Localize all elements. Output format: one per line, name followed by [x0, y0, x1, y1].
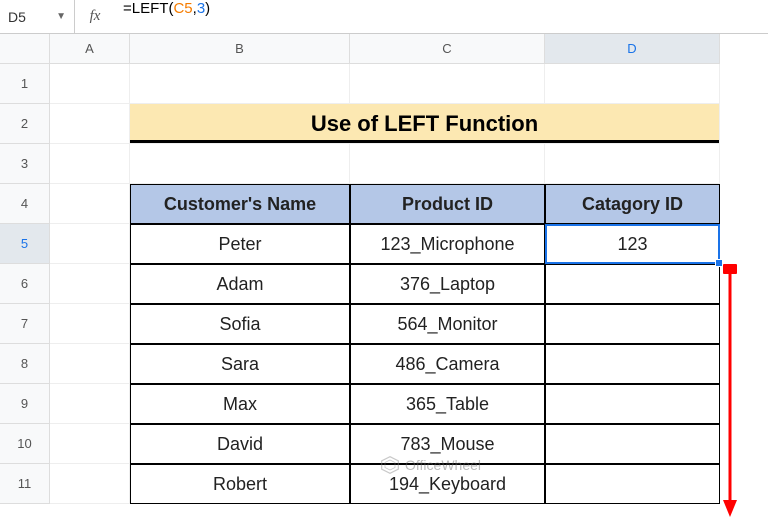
- cell-reference: D5: [8, 9, 26, 25]
- col-header-b[interactable]: B: [130, 34, 350, 64]
- cell-b9[interactable]: Max: [130, 384, 350, 424]
- cell-a11[interactable]: [50, 464, 130, 504]
- formula-function: LEFT: [132, 0, 169, 17]
- title-cell[interactable]: Use of LEFT Function: [130, 104, 720, 144]
- cell-b3[interactable]: [130, 144, 350, 184]
- row-header-9[interactable]: 9: [0, 384, 50, 424]
- cell-a9[interactable]: [50, 384, 130, 424]
- cell-d8[interactable]: [545, 344, 720, 384]
- cell-d3[interactable]: [545, 144, 720, 184]
- watermark-text: OfficeWheel: [405, 457, 481, 473]
- header-customer-name[interactable]: Customer's Name: [130, 184, 350, 224]
- cell-c7[interactable]: 564_Monitor: [350, 304, 545, 344]
- cell-a4[interactable]: [50, 184, 130, 224]
- row-header-7[interactable]: 7: [0, 304, 50, 344]
- cell-c1[interactable]: [350, 64, 545, 104]
- cell-c5[interactable]: 123_Microphone: [350, 224, 545, 264]
- formula-close-paren: ): [205, 0, 210, 17]
- col-header-a[interactable]: A: [50, 34, 130, 64]
- watermark: OfficeWheel: [380, 455, 481, 475]
- cell-d6[interactable]: [545, 264, 720, 304]
- formula-equals: =: [123, 0, 132, 17]
- cell-c8[interactable]: 486_Camera: [350, 344, 545, 384]
- formula-bar: D5 ▼ fx =LEFT(C5,3): [0, 0, 768, 34]
- fill-handle[interactable]: [715, 259, 723, 267]
- title-text: Use of LEFT Function: [311, 111, 538, 137]
- cell-c9[interactable]: 365_Table: [350, 384, 545, 424]
- row-header-2[interactable]: 2: [0, 104, 50, 144]
- autofill-arrow-icon: [720, 262, 750, 522]
- col-header-c[interactable]: C: [350, 34, 545, 64]
- cell-a2[interactable]: [50, 104, 130, 144]
- header-category-id[interactable]: Catagory ID: [545, 184, 720, 224]
- cell-d11[interactable]: [545, 464, 720, 504]
- watermark-icon: [380, 455, 400, 475]
- cell-b1[interactable]: [130, 64, 350, 104]
- cell-b6[interactable]: Adam: [130, 264, 350, 304]
- row-header-11[interactable]: 11: [0, 464, 50, 504]
- cell-c6[interactable]: 376_Laptop: [350, 264, 545, 304]
- row-header-5[interactable]: 5: [0, 224, 50, 264]
- row-header-6[interactable]: 6: [0, 264, 50, 304]
- cell-a6[interactable]: [50, 264, 130, 304]
- cell-a3[interactable]: [50, 144, 130, 184]
- header-product-id[interactable]: Product ID: [350, 184, 545, 224]
- select-all-corner[interactable]: [0, 34, 50, 64]
- cell-a1[interactable]: [50, 64, 130, 104]
- cell-b7[interactable]: Sofia: [130, 304, 350, 344]
- cell-d7[interactable]: [545, 304, 720, 344]
- row-header-1[interactable]: 1: [0, 64, 50, 104]
- cell-a8[interactable]: [50, 344, 130, 384]
- cell-d5[interactable]: 123: [545, 224, 720, 264]
- cell-c3[interactable]: [350, 144, 545, 184]
- cell-b8[interactable]: Sara: [130, 344, 350, 384]
- cell-a10[interactable]: [50, 424, 130, 464]
- fx-icon[interactable]: fx: [75, 8, 115, 25]
- cell-d10[interactable]: [545, 424, 720, 464]
- cell-b5[interactable]: Peter: [130, 224, 350, 264]
- cell-a5[interactable]: [50, 224, 130, 264]
- cell-d5-value: 123: [617, 234, 647, 255]
- name-box[interactable]: D5 ▼: [0, 0, 75, 33]
- row-header-4[interactable]: 4: [0, 184, 50, 224]
- formula-cell-ref: C5: [173, 0, 192, 17]
- row-header-8[interactable]: 8: [0, 344, 50, 384]
- row-header-10[interactable]: 10: [0, 424, 50, 464]
- cell-b10[interactable]: David: [130, 424, 350, 464]
- cell-b11[interactable]: Robert: [130, 464, 350, 504]
- title-underline: [130, 140, 719, 143]
- cell-d1[interactable]: [545, 64, 720, 104]
- cell-d9[interactable]: [545, 384, 720, 424]
- chevron-down-icon[interactable]: ▼: [56, 11, 66, 22]
- formula-input[interactable]: =LEFT(C5,3): [115, 0, 768, 33]
- formula-number: 3: [197, 0, 205, 17]
- row-header-3[interactable]: 3: [0, 144, 50, 184]
- spreadsheet-grid: 1 2 3 4 5 6 7 8 9 10 11 A B C D Use of L…: [0, 34, 768, 504]
- cell-a7[interactable]: [50, 304, 130, 344]
- col-header-d[interactable]: D: [545, 34, 720, 64]
